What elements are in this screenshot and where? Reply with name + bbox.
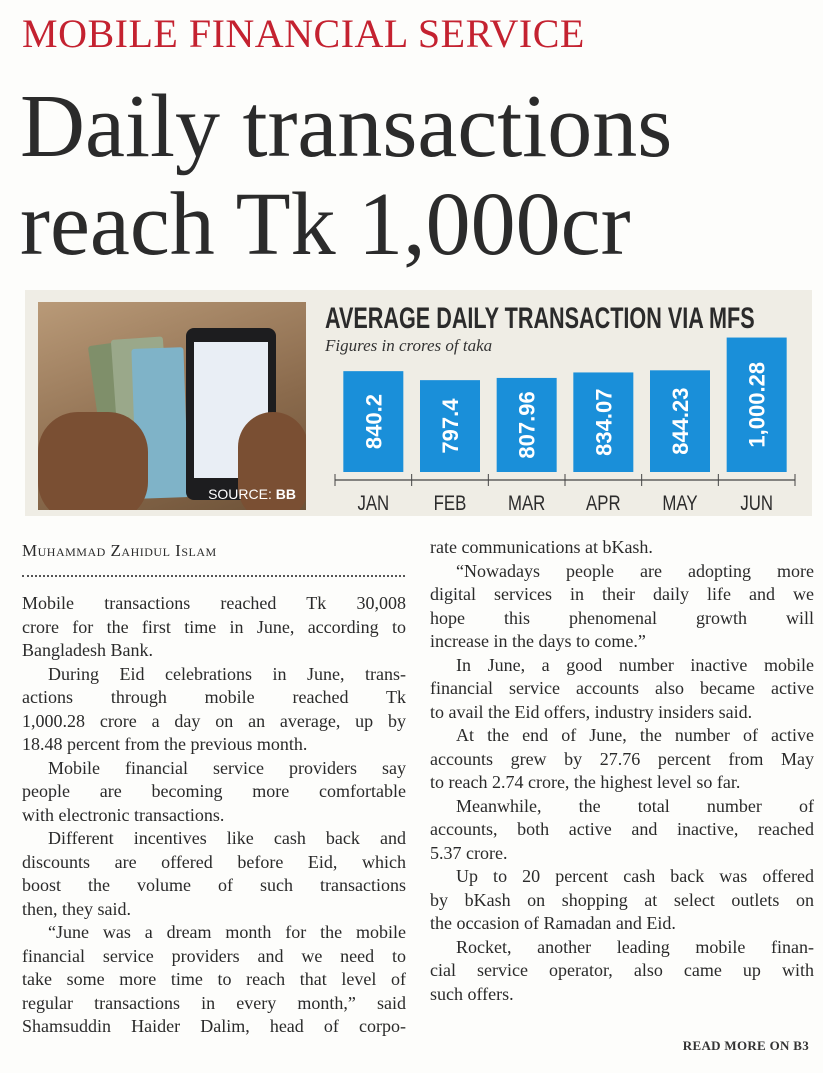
paragraph: “Nowadays people are adopting more digita… xyxy=(430,560,814,654)
text-line: 18.48 percent from the previous month. xyxy=(22,734,308,754)
text-line: Up to 20 percent cash back was offered xyxy=(456,866,814,886)
text-line: hope this phenomenal growth will xyxy=(430,607,814,628)
x-tick-label: MAY xyxy=(662,492,697,515)
bar-jan xyxy=(343,371,404,472)
text-line: actions through mobile reached Tk xyxy=(22,687,406,707)
text-line: financial service accounts also became a… xyxy=(430,678,814,698)
text-line: 5.37 crore. xyxy=(430,842,508,863)
paragraph: Up to 20 percent cash back was offered by… xyxy=(430,865,814,936)
section-kicker: MOBILE FINANCIAL SERVICE xyxy=(22,11,585,56)
article-column-2: rate communications at bKash. “Nowadays p… xyxy=(430,536,814,1006)
text-line: discounts are offered before Eid, which xyxy=(22,851,406,872)
money-phone-photo: SOURCE: BB xyxy=(38,302,306,510)
bar-value-label: 797.4 xyxy=(438,398,463,454)
x-tick-label: JAN xyxy=(357,492,389,515)
text-line: Bangladesh Bank. xyxy=(22,640,153,660)
bar-value-label: 1,000.28 xyxy=(745,362,770,448)
text-line: At the end of June, the number of active xyxy=(456,725,814,745)
paragraph: During Eid celebrations in June, trans-a… xyxy=(22,663,406,757)
paragraph: “June was a dream month for the mobile fi… xyxy=(22,921,406,1039)
text-line: increase in the days to come.” xyxy=(430,631,646,651)
text-line: Meanwhile, the total number of xyxy=(456,795,814,816)
paragraph: At the end of June, the number of active… xyxy=(430,724,814,795)
bar-mar xyxy=(496,377,557,472)
bar-chart: 840.2 JAN 797.4 FEB 807.96 MAR 834.07 APR 844.23… xyxy=(334,337,796,516)
text-line: Rocket, another leading mobile finan- xyxy=(456,936,814,957)
paragraph: Mobile financial service providers say pe… xyxy=(22,757,406,828)
paragraph: In June, a good number inactive mobile fi… xyxy=(430,654,814,725)
text-line: boost the volume of such transactions xyxy=(22,875,406,895)
text-line: cial service operator, also came up with xyxy=(430,960,814,980)
text-line: by bKash on shopping at select outlets o… xyxy=(430,889,814,910)
text-line: with electronic transactions. xyxy=(22,804,225,825)
text-line: crore for the first time in June, accord… xyxy=(22,616,406,637)
bar-feb xyxy=(420,380,480,472)
text-line: the occasion of Ramadan and Eid. xyxy=(430,913,676,933)
bar-value-label: 844.23 xyxy=(668,388,693,455)
paragraph: Mobile transactions reached Tk 30,008 cro… xyxy=(22,592,406,663)
text-line: “June was a dream month for the mobile xyxy=(48,922,406,942)
text-line: “Nowadays people are adopting more xyxy=(456,560,814,581)
text-line: Different incentives like cash back and xyxy=(48,828,406,848)
bar-value-label: 807.96 xyxy=(515,391,540,458)
text-line: Mobile financial service providers say xyxy=(48,757,406,778)
text-line: rate communications at bKash. xyxy=(430,537,653,557)
text-line: then, they said. xyxy=(22,898,131,919)
bar-may xyxy=(650,370,710,472)
x-tick-label: APR xyxy=(586,492,621,515)
bar-value-label: 840.2 xyxy=(361,394,386,449)
text-line: digital services in their daily life and… xyxy=(430,584,814,604)
text-line: accounts grew by 27.76 percent from May xyxy=(430,748,814,769)
text-line: During Eid celebrations in June, trans- xyxy=(48,663,406,684)
byline-divider xyxy=(22,575,405,577)
text-line: such offers. xyxy=(430,983,514,1004)
bar-apr xyxy=(573,372,634,472)
source-credit: SOURCE: BB xyxy=(208,486,296,502)
text-line: In June, a good number inactive mobile xyxy=(456,654,814,675)
text-line: to reach 2.74 crore, the highest level s… xyxy=(430,772,741,792)
article-column-1: Mobile transactions reached Tk 30,008 cro… xyxy=(22,592,406,1039)
infographic-panel: SOURCE: BB AVERAGE DAILY TRANSACTION VIA… xyxy=(25,290,812,516)
chart-title: AVERAGE DAILY TRANSACTION VIA MFS xyxy=(325,302,755,335)
paragraph: rate communications at bKash. xyxy=(430,536,814,560)
headline-line-2: reach Tk 1,000cr xyxy=(20,175,631,274)
x-tick-label: JUN xyxy=(740,492,773,515)
byline: Muhammad Zahidul Islam xyxy=(22,541,217,560)
text-line: regular transactions in every month,” sa… xyxy=(22,992,406,1013)
text-line: people are becoming more comfortable xyxy=(22,781,406,801)
x-tick-label: MAR xyxy=(508,492,545,515)
text-line: take some more time to reach that level … xyxy=(22,969,406,989)
text-line: to avail the Eid offers, industry inside… xyxy=(430,701,753,722)
text-line: accounts, both active and inactive, reac… xyxy=(430,819,814,839)
headline-line-1: Daily transactions xyxy=(20,77,673,176)
text-line: financial service providers and we need … xyxy=(22,945,406,966)
text-line: Mobile transactions reached Tk 30,008 xyxy=(22,593,406,613)
paragraph: Different incentives like cash back and d… xyxy=(22,827,406,921)
bar-value-label: 834.07 xyxy=(591,389,616,456)
paragraph: Meanwhile, the total number of accounts, … xyxy=(430,795,814,866)
bar-jun xyxy=(726,337,787,472)
x-tick-label: FEB xyxy=(434,492,467,515)
text-line: 1,000.28 crore a day on an average, up b… xyxy=(22,710,406,731)
paragraph: Rocket, another leading mobile finan-cia… xyxy=(430,936,814,1007)
chart-subtitle: Figures in crores of taka xyxy=(325,336,493,355)
text-line: Shamsuddin Haider Dalim, head of corpo- xyxy=(22,1016,406,1036)
read-more-link[interactable]: READ MORE ON B3 xyxy=(682,1038,809,1053)
